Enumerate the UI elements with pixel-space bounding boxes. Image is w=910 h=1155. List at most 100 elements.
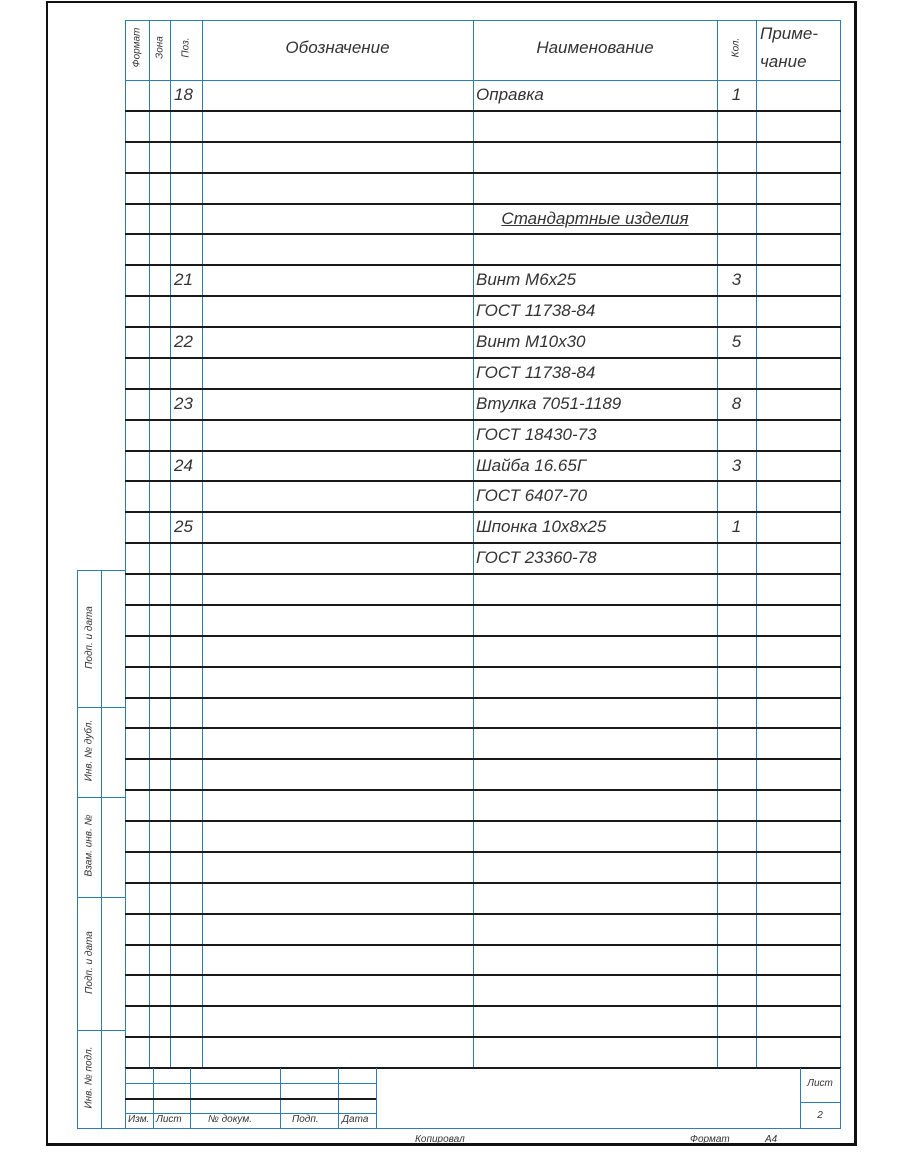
row-name: Винт М6х25 [476,270,577,289]
table-top-line [125,20,841,21]
side-line [101,570,102,1128]
header-note-2: чание [760,52,807,71]
tb-line [125,1113,376,1114]
row-line [125,1036,841,1038]
tb-col [800,1068,801,1128]
row-name: Втулка 7051-1189 [476,394,622,413]
tb-col [840,1068,841,1128]
row-line [125,511,841,513]
row-line [125,357,841,359]
row-line [125,295,841,297]
row-line [125,450,841,452]
row-pos: 21 [174,270,193,289]
row-name: ГОСТ 23360-78 [476,548,597,567]
row-line [125,141,841,143]
side-divider [77,1030,125,1031]
header-pos: Поз. [180,37,192,58]
row-qty: 3 [731,270,742,289]
row-qty: 5 [731,332,742,351]
sheet-frame [46,1,857,1146]
tb-doc-no: № докум. [208,1114,253,1125]
row-line [125,697,841,699]
footer-copied: Копировал [415,1134,465,1145]
column-line [840,20,841,1068]
side-label: Подп. и дата [83,930,95,994]
section-heading: Стандартные изделия [501,209,689,228]
row-pos: 22 [174,332,193,351]
tb-sign: Подп. [292,1114,319,1125]
column-line [149,20,150,1068]
row-pos: 25 [174,517,193,536]
row-line [125,758,841,760]
header-bottom-line [125,80,841,81]
row-line [125,233,841,235]
row-line [125,944,841,946]
tb-sheet-no: 2 [817,1110,823,1121]
tb-thick [125,1098,376,1100]
row-pos: 18 [174,85,193,104]
row-pos: 24 [174,456,193,475]
row-line [125,203,841,205]
tb-sheet-label: Лист [807,1078,833,1089]
row-line [125,974,841,976]
side-divider [77,797,125,798]
header-name: Наименование [536,38,654,57]
row-name: ГОСТ 18430-73 [476,425,597,444]
tb-line [800,1102,840,1103]
side-divider [77,897,125,898]
row-qty: 3 [731,456,742,475]
tb-bottom [77,1128,841,1129]
header-note-1: Приме- [760,24,818,43]
side-divider [77,707,125,708]
column-line [125,20,126,1068]
side-divider [77,570,125,571]
row-line [125,388,841,390]
row-line [125,604,841,606]
row-name: Шпонка 10х8х25 [476,517,607,536]
row-line [125,851,841,853]
row-line [125,882,841,884]
side-label: Инв. № подл. [83,1046,95,1109]
row-name: ГОСТ 11738-84 [476,363,596,382]
tb-line [125,1083,376,1084]
row-qty: 1 [731,85,742,104]
tb-col [376,1068,377,1128]
row-name: Шайба 16.65Г [476,456,587,475]
row-name: Оправка [476,85,544,104]
row-qty: 8 [731,394,742,413]
row-line [125,789,841,791]
row-line [125,913,841,915]
column-line [170,20,171,1068]
side-label: Подп. и дата [83,605,95,669]
row-name: Винт М10х30 [476,332,586,351]
side-label: Взам. инв. № [83,814,95,877]
row-pos: 23 [174,394,193,413]
row-line [125,110,841,112]
row-line [125,573,841,575]
column-line [202,20,203,1068]
column-line [473,20,474,1068]
column-line [756,20,757,1068]
header-qty: Кол. [730,37,742,58]
tb-izm: Изм. [128,1114,150,1125]
column-line [717,20,718,1068]
row-line [125,326,841,328]
row-line [125,727,841,729]
header-designation: Обозначение [285,38,390,57]
row-line [125,480,841,482]
side-label: Инв. № дубл. [83,719,95,782]
header-zone: Зона [154,36,166,59]
tb-list: Лист [156,1114,182,1125]
footer-format-value: А4 [765,1134,778,1145]
row-line [125,1005,841,1007]
row-line [125,264,841,266]
row-line [125,419,841,421]
row-line [125,635,841,637]
row-line [125,542,841,544]
row-qty: 1 [731,517,742,536]
row-line [125,172,841,174]
tb-date: Дата [342,1114,369,1125]
side-line [77,570,78,1128]
header-format: Формат [131,27,143,68]
row-name: ГОСТ 11738-84 [476,301,596,320]
